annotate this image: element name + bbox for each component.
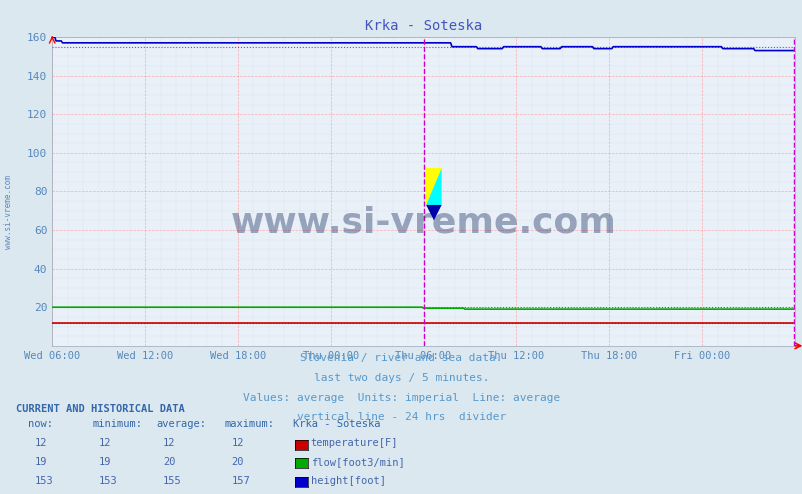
- Title: Krka - Soteska: Krka - Soteska: [364, 19, 482, 33]
- Text: flow[foot3/min]: flow[foot3/min]: [310, 457, 404, 467]
- Text: 12: 12: [34, 438, 47, 448]
- Text: 19: 19: [34, 457, 47, 467]
- Text: 12: 12: [163, 438, 176, 448]
- Text: average:: average:: [156, 419, 206, 429]
- Text: 19: 19: [99, 457, 111, 467]
- Text: 12: 12: [99, 438, 111, 448]
- Text: height[foot]: height[foot]: [310, 476, 385, 486]
- Text: 20: 20: [231, 457, 244, 467]
- Text: CURRENT AND HISTORICAL DATA: CURRENT AND HISTORICAL DATA: [16, 405, 184, 414]
- Text: Krka - Soteska: Krka - Soteska: [293, 419, 380, 429]
- Text: now:: now:: [28, 419, 53, 429]
- Polygon shape: [426, 205, 441, 220]
- Text: 155: 155: [163, 476, 181, 486]
- Text: temperature[F]: temperature[F]: [310, 438, 398, 448]
- Text: 153: 153: [34, 476, 53, 486]
- Text: Values: average  Units: imperial  Line: average: Values: average Units: imperial Line: av…: [242, 393, 560, 403]
- Text: vertical line - 24 hrs  divider: vertical line - 24 hrs divider: [297, 412, 505, 422]
- Polygon shape: [426, 168, 441, 205]
- Text: last two days / 5 minutes.: last two days / 5 minutes.: [314, 373, 488, 383]
- Text: 157: 157: [231, 476, 249, 486]
- Polygon shape: [426, 168, 441, 205]
- Text: maximum:: maximum:: [225, 419, 274, 429]
- Text: 153: 153: [99, 476, 117, 486]
- Text: minimum:: minimum:: [92, 419, 142, 429]
- Text: 20: 20: [163, 457, 176, 467]
- Text: www.si-vreme.com: www.si-vreme.com: [230, 206, 616, 239]
- Text: Slovenia / river and sea data.: Slovenia / river and sea data.: [300, 353, 502, 363]
- Text: www.si-vreme.com: www.si-vreme.com: [3, 175, 13, 249]
- Text: 12: 12: [231, 438, 244, 448]
